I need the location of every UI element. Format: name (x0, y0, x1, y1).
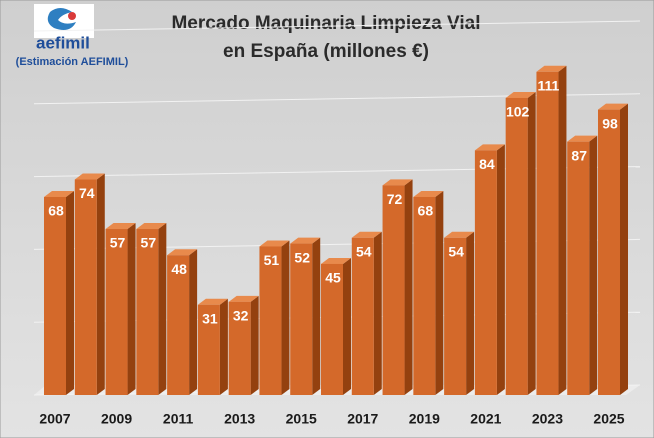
bar-side (496, 144, 505, 395)
bar (567, 141, 590, 395)
bar-top (444, 231, 475, 238)
value-label: 54 (356, 243, 372, 259)
bar-top (321, 257, 351, 264)
x-tick-label: 2009 (101, 411, 132, 427)
logo-dot (68, 12, 76, 20)
bar-top (228, 295, 259, 302)
bar (382, 185, 405, 395)
bar-side (404, 179, 413, 395)
value-label: 32 (233, 308, 249, 324)
bar-top (474, 144, 505, 151)
logo-note: (Estimación AEFIMIL) (16, 56, 129, 68)
bar-side (558, 65, 567, 395)
x-tick-label: 2023 (532, 411, 563, 427)
bar (259, 246, 282, 395)
bar-top (382, 179, 413, 186)
bar-side (527, 91, 536, 395)
value-label: 68 (48, 203, 64, 219)
bar-top (167, 249, 198, 256)
bar-side (312, 237, 321, 395)
value-label: 74 (79, 185, 95, 201)
bar-side (343, 257, 351, 395)
bar-top (74, 173, 105, 180)
chart-title: Mercado Maquinaria Limpieza Vial (171, 13, 480, 34)
value-label: 102 (506, 104, 530, 120)
bar-side (250, 295, 259, 395)
bar (136, 229, 159, 395)
bar-top (105, 223, 136, 230)
bar-side (219, 298, 228, 395)
value-label: 84 (479, 156, 495, 172)
bar (228, 301, 251, 395)
x-tick-label: 2013 (224, 411, 255, 427)
bar-side (589, 135, 598, 395)
value-label: 45 (325, 270, 341, 286)
x-tick-label: 2025 (593, 411, 624, 427)
logo: aefimil (Estimación AEFIMIL) (16, 4, 129, 68)
value-label: 57 (141, 235, 157, 251)
x-tick-label: 2019 (409, 411, 440, 427)
value-label: 31 (202, 310, 218, 326)
bar-side (66, 190, 74, 395)
value-label: 111 (538, 77, 560, 93)
bar-side (620, 103, 628, 396)
value-label: 48 (171, 261, 187, 277)
chart-title: en España (millones €) (223, 41, 429, 62)
bar-side (158, 223, 167, 395)
value-label: 57 (110, 235, 126, 251)
logo-name: aefimil (36, 33, 90, 52)
bar-top (536, 65, 567, 72)
bar-side (435, 190, 444, 395)
bar-side (281, 240, 290, 395)
bar (321, 263, 343, 395)
bar (536, 71, 559, 395)
bar (105, 229, 128, 395)
value-label: 54 (448, 243, 464, 259)
bar-top (413, 190, 444, 197)
logo-icon (47, 8, 76, 30)
bar-top (598, 103, 628, 110)
bar (505, 97, 528, 395)
bar-top (197, 298, 228, 305)
bar-top (136, 223, 167, 230)
x-tick-label: 2007 (39, 411, 70, 427)
bar-side (96, 173, 105, 395)
x-tick-label: 2021 (470, 411, 501, 427)
bar (74, 179, 97, 395)
grid-line (33, 20, 641, 32)
x-tick-label: 2011 (163, 411, 194, 427)
bar-top (259, 240, 290, 247)
bar-top (567, 135, 598, 142)
bar-top (290, 237, 321, 244)
x-tick-label: 2015 (286, 411, 317, 427)
bar (351, 237, 374, 395)
bar-side (127, 223, 136, 395)
bar (474, 150, 497, 395)
bar (413, 196, 436, 395)
value-label: 98 (602, 115, 618, 131)
bar-side (466, 231, 475, 395)
bar (290, 243, 313, 395)
bar-top (351, 231, 382, 238)
value-label: 52 (294, 249, 310, 265)
value-label: 72 (387, 191, 403, 207)
value-label: 87 (571, 147, 587, 163)
bar-side (189, 249, 198, 395)
bar-top (44, 190, 74, 197)
value-label: 68 (418, 203, 434, 219)
bar-top (505, 91, 536, 98)
bar (197, 304, 220, 395)
value-label: 51 (264, 252, 280, 268)
x-tick-label: 2017 (347, 411, 378, 427)
bar (167, 255, 190, 395)
bar-side (373, 231, 382, 395)
bar (598, 109, 620, 396)
bar (444, 237, 467, 395)
bar (44, 196, 66, 395)
